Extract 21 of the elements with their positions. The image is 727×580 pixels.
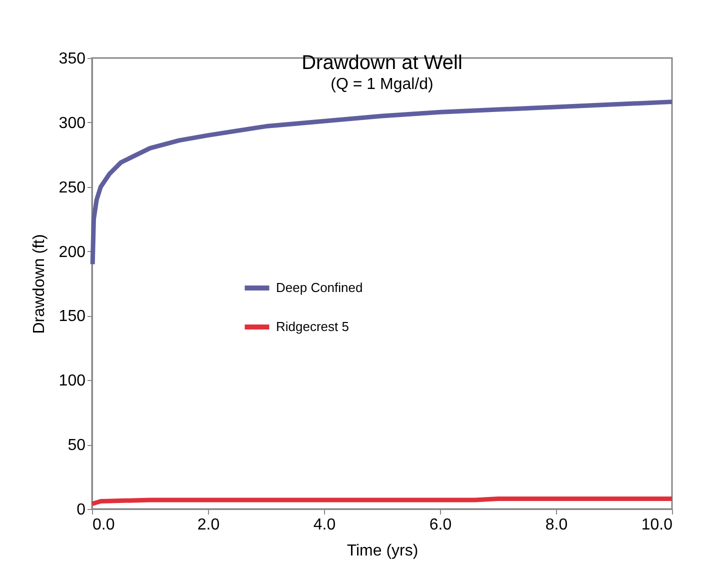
line-series — [90, 100, 674, 266]
chart-title: Drawdown at Well — [302, 52, 462, 74]
y-tick-label: 250 — [58, 179, 86, 196]
x-tick-label: 0.0 — [92, 516, 115, 534]
y-tick-label: 100 — [58, 372, 86, 390]
x-tick-label: 8.0 — [545, 516, 568, 534]
x-tick-label: 10.0 — [641, 516, 673, 534]
x-tick-label: 4.0 — [313, 516, 336, 534]
y-axis-title: Drawdown (ft) — [30, 234, 48, 334]
x-axis-title: Time (yrs) — [346, 542, 418, 560]
legend-label: Ridgecrest 5 — [276, 319, 349, 334]
y-tick-label: 0 — [76, 502, 86, 518]
y-tick-label: 300 — [58, 114, 86, 132]
y-tick-label: 50 — [68, 437, 86, 454]
y-tick-label: 150 — [58, 308, 86, 326]
y-tick-label: 350 — [58, 50, 86, 68]
x-tick-label: 6.0 — [429, 516, 452, 534]
text: (Q = 1 Mgal/d) — [330, 76, 434, 93]
y-tick-label: 200 — [58, 244, 86, 261]
x-tick-label: 2.0 — [197, 516, 220, 534]
legend-label: Deep Confined — [276, 280, 363, 295]
